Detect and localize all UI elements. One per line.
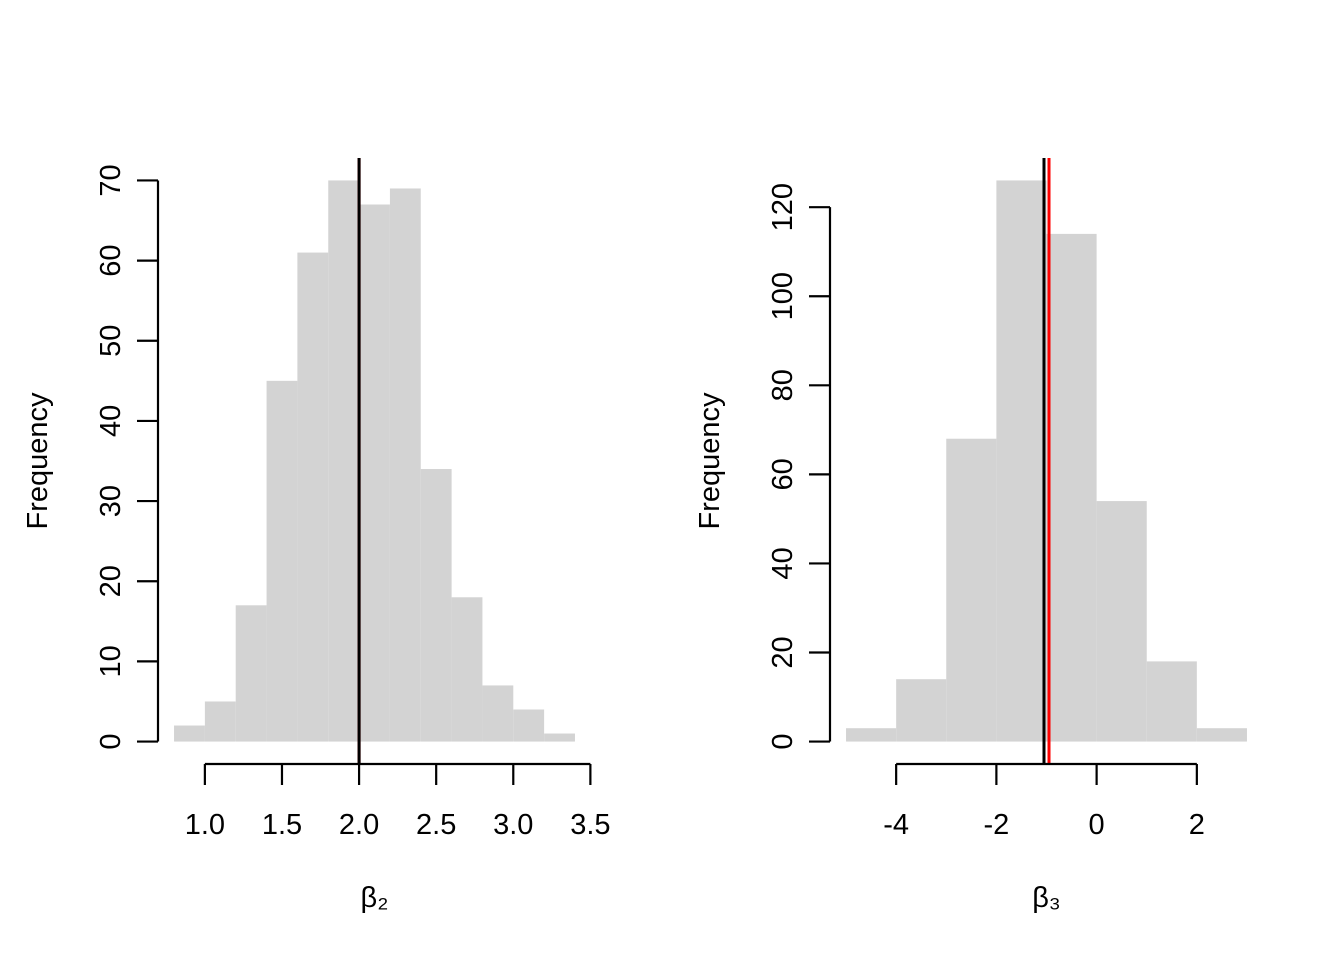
y-tick-label: 0 bbox=[767, 733, 799, 749]
y-tick-label: 120 bbox=[767, 183, 799, 231]
y-tick-label: 20 bbox=[95, 565, 127, 597]
x-tick-label: 2.5 bbox=[416, 809, 456, 841]
y-tick-label: 40 bbox=[95, 405, 127, 437]
histogram-bar bbox=[482, 685, 514, 742]
histogram-bar bbox=[359, 204, 390, 742]
y-tick-label: 80 bbox=[767, 369, 799, 401]
x-tick-label: 0 bbox=[1089, 809, 1105, 841]
histogram-panel-beta2: 1.0 1.5 2.0 2.5 3.0 3.5 0 10 20 30 40 50 60 70 β₂ Frequ… bbox=[22, 158, 611, 914]
y-tick-label: 10 bbox=[95, 645, 127, 677]
histogram-bar bbox=[451, 597, 483, 742]
x-tick-label: 2.0 bbox=[339, 809, 379, 841]
histogram-bar bbox=[544, 733, 575, 742]
y-tick-label: 30 bbox=[95, 485, 127, 517]
y-axis-title: Frequency bbox=[22, 392, 54, 530]
y-tick-label: 50 bbox=[95, 325, 127, 357]
y-tick-label: 0 bbox=[95, 733, 127, 749]
histogram-bar bbox=[846, 728, 897, 742]
histogram-bar bbox=[1146, 661, 1197, 742]
x-axis-title: β₂ bbox=[361, 882, 389, 914]
x-tick-label: -4 bbox=[883, 809, 909, 841]
y-tick-label: 70 bbox=[95, 164, 127, 196]
histogram-bar bbox=[996, 180, 1047, 742]
histogram-bar bbox=[266, 380, 298, 742]
y-tick-label: 20 bbox=[767, 636, 799, 668]
y-tick-label: 60 bbox=[767, 458, 799, 490]
x-tick-label: 2 bbox=[1189, 809, 1205, 841]
histogram-bar bbox=[513, 709, 545, 742]
histogram-bar bbox=[1046, 233, 1097, 742]
histogram-bar bbox=[1196, 728, 1247, 742]
histogram-bar bbox=[235, 605, 267, 742]
histogram-bar bbox=[1096, 501, 1147, 742]
y-tick-label: 100 bbox=[767, 272, 799, 320]
x-tick-label: 1.5 bbox=[262, 809, 302, 841]
histogram-bar bbox=[174, 725, 205, 742]
histogram-bar bbox=[328, 180, 360, 742]
histogram-bar bbox=[389, 188, 421, 742]
x-tick-label: 1.0 bbox=[185, 809, 225, 841]
x-tick-label: 3.0 bbox=[493, 809, 533, 841]
histogram-bar bbox=[946, 438, 997, 742]
histogram-bar bbox=[204, 701, 236, 742]
histogram-bar bbox=[420, 469, 452, 742]
y-tick-label: 40 bbox=[767, 547, 799, 579]
y-axis-title: Frequency bbox=[694, 392, 726, 530]
y-tick-label: 60 bbox=[95, 244, 127, 276]
x-tick-label: -2 bbox=[983, 809, 1009, 841]
x-axis-title: β₃ bbox=[1032, 882, 1061, 914]
x-tick-label: 3.5 bbox=[570, 809, 610, 841]
histogram-bar bbox=[297, 252, 329, 742]
histogram-bar bbox=[896, 679, 947, 742]
